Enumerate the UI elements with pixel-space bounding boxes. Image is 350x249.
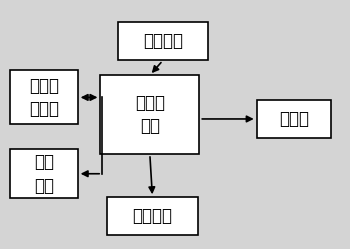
Bar [10,149,78,198]
Text: 无线收
发模块: 无线收 发模块 [29,77,59,118]
Text: 串口
模块: 串口 模块 [34,153,54,194]
Text: 电源模块: 电源模块 [143,32,183,50]
Text: 指示灯: 指示灯 [279,110,309,128]
Bar [10,70,78,124]
Text: 中继控
制器: 中继控 制器 [135,94,165,135]
Bar [118,22,208,61]
Bar [100,75,199,154]
Text: 显示模块: 显示模块 [132,207,173,225]
Bar [257,100,331,138]
Bar [107,197,197,235]
